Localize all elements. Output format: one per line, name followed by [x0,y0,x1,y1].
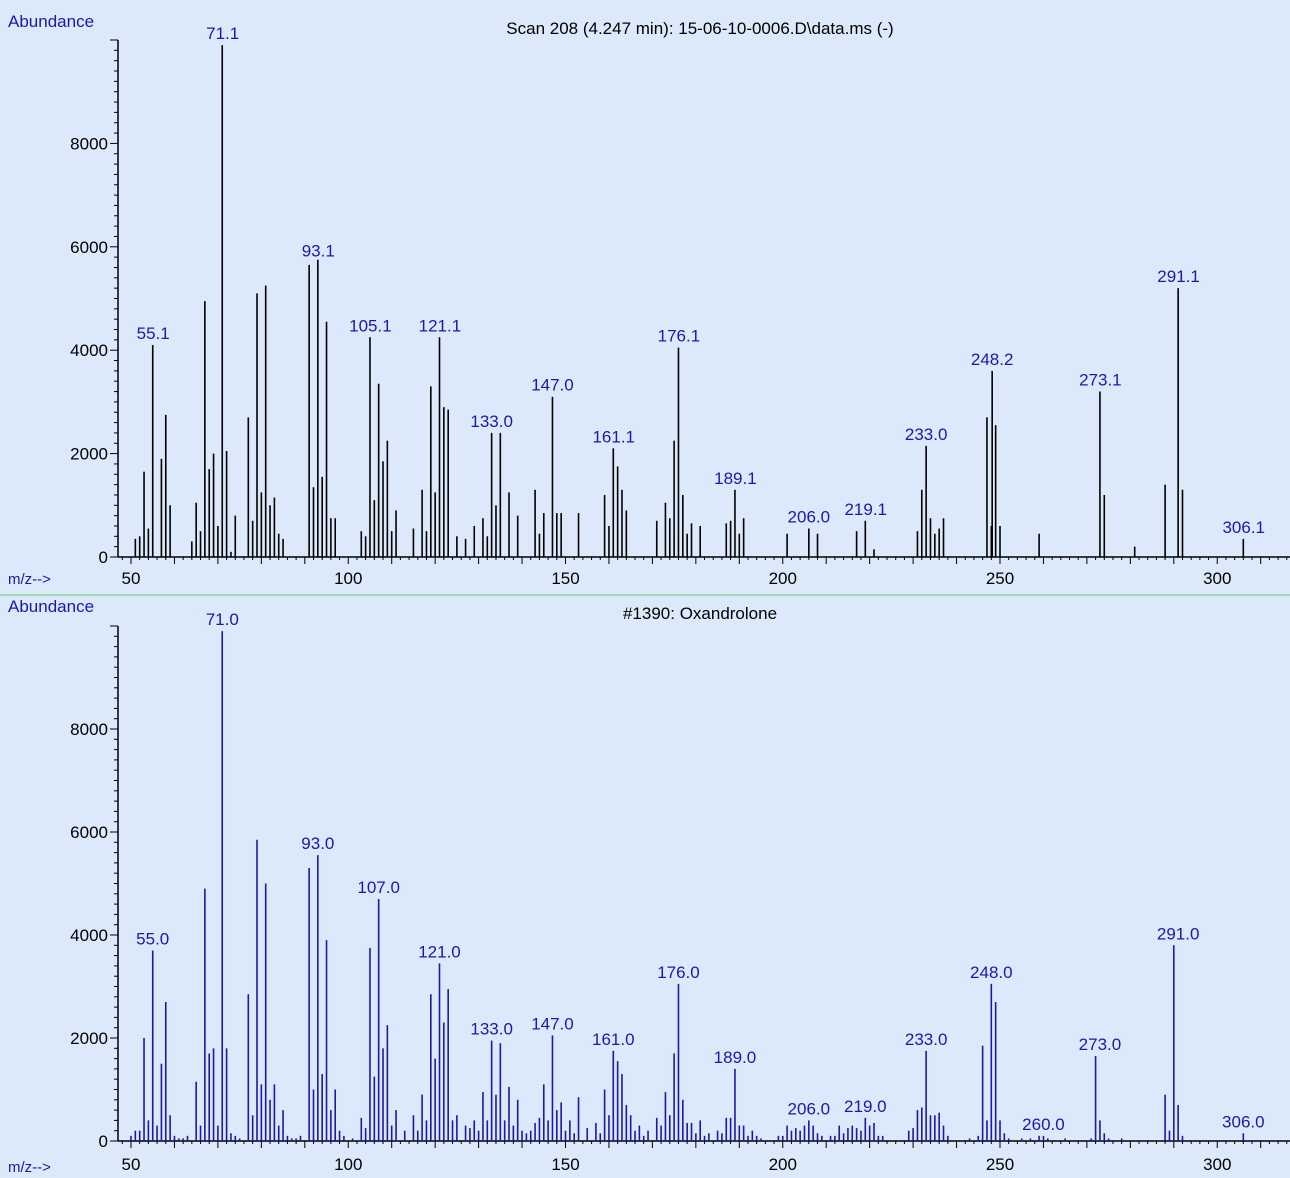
sample-y-axis-label: Abundance [8,12,94,31]
sample-peak-label: 147.0 [531,376,574,395]
sample-y-tick-label: 6000 [70,238,108,257]
library-peak-label: 55.0 [136,929,169,948]
library-peak-label: 206.0 [788,1099,831,1118]
library-peak-label: 219.0 [844,1097,887,1116]
sample-y-tick-label: 8000 [70,134,108,153]
library-peak-label: 147.0 [531,1014,574,1033]
library-y-tick-label: 8000 [70,720,108,739]
sample-x-tick-label: 50 [122,569,141,588]
sample-x-tick-label: 200 [769,569,797,588]
sample-peak-label: 55.1 [137,324,170,343]
library-x-tick-label: 100 [334,1155,362,1174]
library-x-tick-label: 300 [1203,1155,1231,1174]
sample-peak-label: 71.1 [206,24,239,43]
library-x-tick-label: 200 [769,1155,797,1174]
library-x-tick-label: 50 [122,1155,141,1174]
library-y-tick-label: 2000 [70,1029,108,1048]
library-peak-label: 189.0 [714,1048,757,1067]
library-peak-label: 260.0 [1022,1115,1065,1134]
library-y-tick-label: 6000 [70,823,108,842]
sample-y-tick-label: 2000 [70,445,108,464]
sample-peak-label: 121.1 [419,316,462,335]
library-peak-label: 71.0 [206,610,239,629]
library-peak-label: 273.0 [1079,1035,1122,1054]
library-peak-label: 291.0 [1157,924,1200,943]
sample-peak-label: 248.2 [971,350,1014,369]
library-peak-label: 121.0 [418,942,461,961]
sample-peak-label: 161.1 [592,427,635,446]
sample-y-tick-label: 4000 [70,341,108,360]
sample-x-tick-label: 100 [334,569,362,588]
library-peak-label: 248.0 [970,963,1013,982]
sample-x-axis-label: m/z--> [8,571,51,588]
sample-peak-label: 291.1 [1157,267,1200,286]
library-x-tick-label: 150 [551,1155,579,1174]
sample-y-tick-label: 0 [99,548,108,567]
sample-x-tick-label: 250 [986,569,1014,588]
sample-x-tick-label: 300 [1203,569,1231,588]
library-y-axis-label: Abundance [8,597,94,616]
library-y-tick-label: 0 [99,1132,108,1151]
library-peak-label: 176.0 [657,963,700,982]
sample-chart-title: Scan 208 (4.247 min): 15-06-10-0006.D\da… [506,19,893,38]
library-peak-label: 233.0 [905,1030,948,1049]
library-y-tick-label: 4000 [70,926,108,945]
library-peak-label: 107.0 [357,878,400,897]
library-peak-label: 93.0 [301,834,334,853]
sample-peak-label: 233.0 [905,425,948,444]
sample-x-tick-label: 150 [551,569,579,588]
sample-peak-label: 219.1 [844,500,887,519]
library-peak-label: 306.0 [1222,1112,1265,1131]
library-x-tick-label: 250 [986,1155,1014,1174]
sample-peak-label: 206.0 [788,508,831,527]
sample-peak-label: 93.1 [302,241,335,260]
sample-peak-label: 133.0 [470,412,513,431]
library-peak-label: 161.0 [592,1030,635,1049]
sample-peak-label: 306.1 [1222,518,1265,537]
library-x-axis-label: m/z--> [8,1159,51,1176]
sample-peak-label: 176.1 [658,327,701,346]
library-chart-title: #1390: Oxandrolone [623,604,777,623]
sample-peak-label: 273.1 [1079,371,1122,390]
library-peak-label: 133.0 [470,1020,513,1039]
sample-peak-label: 105.1 [349,316,392,335]
sample-peak-label: 189.1 [714,469,757,488]
